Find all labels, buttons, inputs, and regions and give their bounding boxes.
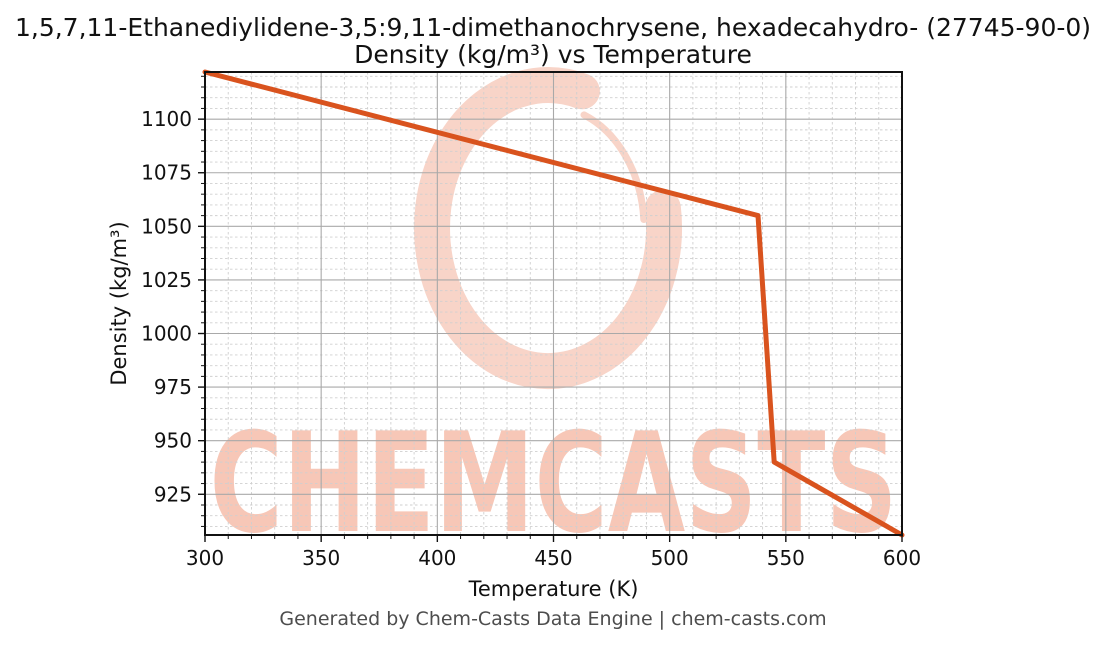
x-tick-labels: 300 350 400 450 500 550 600 xyxy=(186,546,921,570)
y-tick-label: 975 xyxy=(154,375,192,399)
x-tick-label: 600 xyxy=(883,546,921,570)
footer-credit: Generated by Chem-Casts Data Engine | ch… xyxy=(279,608,826,630)
axis-ticks xyxy=(198,75,903,542)
y-tick-label: 1075 xyxy=(141,161,192,185)
chart-title-line2: Density (kg/m³) vs Temperature xyxy=(354,40,752,69)
x-axis-label: Temperature (K) xyxy=(468,577,639,601)
y-tick-label: 1025 xyxy=(141,268,192,292)
y-tick-label: 1100 xyxy=(141,107,192,131)
grid-major xyxy=(205,72,902,535)
y-tick-labels: 925 950 975 1000 1025 1050 1075 1100 xyxy=(141,107,192,506)
watermark-inner-arc-2 xyxy=(629,214,660,307)
y-tick-label: 1050 xyxy=(141,214,192,238)
y-tick-label: 1000 xyxy=(141,322,192,346)
x-tick-label: 500 xyxy=(651,546,689,570)
x-tick-label: 450 xyxy=(534,546,572,570)
x-tick-label: 350 xyxy=(302,546,340,570)
y-tick-label: 950 xyxy=(154,429,192,453)
watermark-ring-swoosh xyxy=(414,67,683,390)
x-tick-label: 300 xyxy=(186,546,224,570)
x-tick-label: 550 xyxy=(767,546,805,570)
chart-title-line1: 1,5,7,11-Ethanediylidene-3,5:9,11-dimeth… xyxy=(15,13,1091,42)
watermark-inner-arc xyxy=(580,111,648,223)
y-tick-label: 925 xyxy=(154,482,192,506)
x-tick-label: 400 xyxy=(418,546,456,570)
density-series-line xyxy=(202,69,905,538)
y-axis-label: Density (kg/m³) xyxy=(107,221,131,385)
